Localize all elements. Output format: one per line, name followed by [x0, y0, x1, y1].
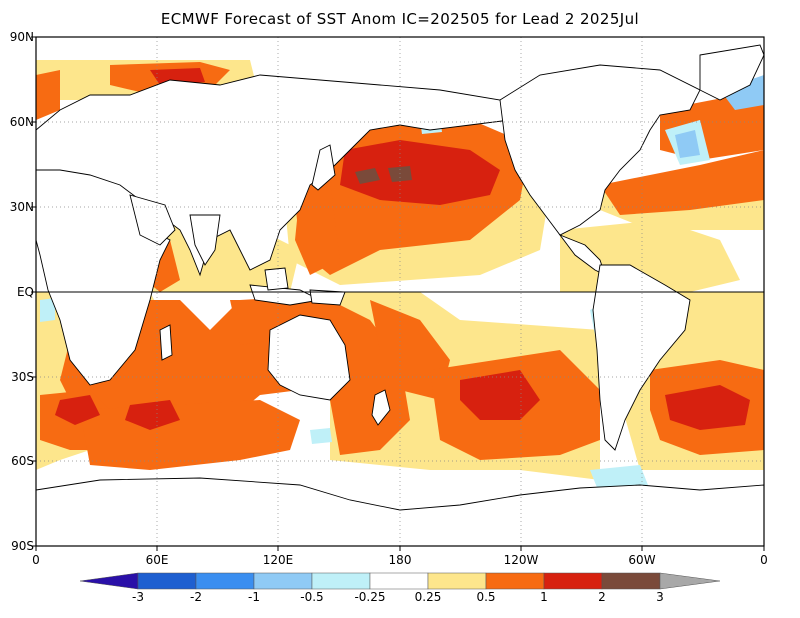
graticule [36, 37, 764, 546]
colorbar-lower-arrow [79, 572, 139, 590]
colorbar-bin [195, 572, 255, 590]
lat-label-30n: 30N [9, 200, 34, 214]
colorbar-bin [427, 572, 487, 590]
lat-label-60s: 60S [11, 454, 34, 468]
antarctica [36, 477, 764, 546]
lat-label-90s: 90S [11, 539, 34, 553]
lat-label-eq: EQ [16, 285, 34, 299]
lon-label-60w: 60W [628, 553, 656, 567]
colorbar-bin [369, 572, 429, 590]
lon-label-120e: 120E [262, 553, 294, 567]
axis-ticks [31, 36, 765, 551]
colorbar-label: -3 [132, 590, 144, 604]
arabia [129, 194, 176, 246]
indonesia [249, 284, 322, 306]
colorbar [79, 572, 721, 590]
colorbar-label: -2 [190, 590, 202, 604]
colorbar-label: 1 [540, 590, 548, 604]
colorbar-label: -0.25 [354, 590, 386, 604]
colorbar-label: -0.5 [300, 590, 324, 604]
lat-label-30s: 30S [11, 370, 34, 384]
colorbar-label: 2 [598, 590, 606, 604]
greenland [699, 44, 764, 101]
lon-label-180: 180 [388, 553, 412, 567]
lon-label-60e: 60E [145, 553, 169, 567]
australia [267, 314, 351, 401]
colorbar-label: 0.25 [414, 590, 442, 604]
colorbar-bin [543, 572, 603, 590]
north-america [499, 64, 701, 236]
colorbar-bin [601, 572, 661, 590]
madagascar [159, 324, 173, 361]
colorbar-label: 0.5 [476, 590, 496, 604]
continents [36, 44, 764, 546]
lat-label-90n: 90N [9, 30, 34, 44]
new-guinea [309, 289, 346, 306]
strong-positive-regions [55, 68, 750, 430]
map-title: ECMWF Forecast of SST Anom IC=202505 for… [160, 10, 640, 28]
south-america [592, 264, 691, 451]
lon-label-120w: 120W [503, 553, 539, 567]
new-zealand [371, 389, 391, 426]
japan [311, 144, 336, 191]
lon-label-0-east: 0 [760, 553, 768, 567]
lat-label-60n: 60N [9, 115, 34, 129]
colorbar-upper-arrow [659, 572, 721, 590]
anomaly-field [36, 37, 764, 546]
colorbar-bin [485, 572, 545, 590]
borneo [264, 267, 289, 291]
colorbar-bin [311, 572, 371, 590]
india [189, 214, 221, 266]
colorbar-label: 3 [656, 590, 664, 604]
colorbar-bin [137, 572, 197, 590]
colorbar-bin [253, 572, 313, 590]
colorbar-label: -1 [248, 590, 260, 604]
lon-label-0-west: 0 [32, 553, 40, 567]
